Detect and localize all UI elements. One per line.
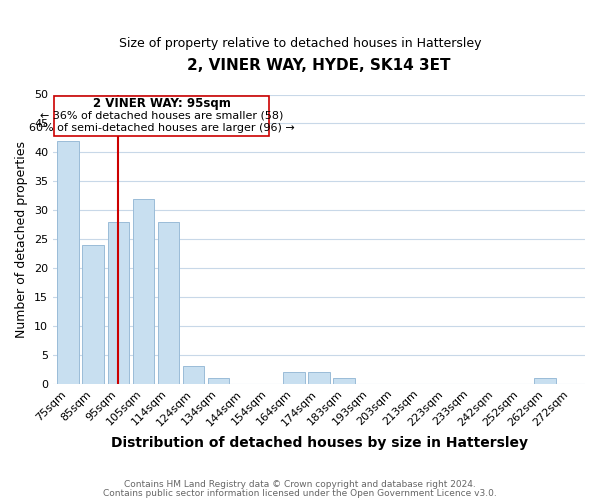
- Text: Size of property relative to detached houses in Hattersley: Size of property relative to detached ho…: [119, 38, 481, 51]
- Bar: [283, 372, 305, 384]
- Bar: [534, 378, 556, 384]
- Title: 2, VINER WAY, HYDE, SK14 3ET: 2, VINER WAY, HYDE, SK14 3ET: [187, 58, 451, 72]
- Y-axis label: Number of detached properties: Number of detached properties: [16, 140, 28, 338]
- Bar: [158, 222, 179, 384]
- FancyBboxPatch shape: [54, 96, 269, 136]
- Text: 2 VINER WAY: 95sqm: 2 VINER WAY: 95sqm: [92, 98, 230, 110]
- Text: 60% of semi-detached houses are larger (96) →: 60% of semi-detached houses are larger (…: [29, 123, 295, 133]
- Bar: [133, 198, 154, 384]
- Bar: [82, 245, 104, 384]
- Bar: [308, 372, 329, 384]
- Bar: [208, 378, 229, 384]
- Bar: [58, 141, 79, 384]
- Bar: [107, 222, 129, 384]
- Bar: [334, 378, 355, 384]
- Text: ← 36% of detached houses are smaller (58): ← 36% of detached houses are smaller (58…: [40, 110, 283, 120]
- X-axis label: Distribution of detached houses by size in Hattersley: Distribution of detached houses by size …: [110, 436, 527, 450]
- Text: Contains HM Land Registry data © Crown copyright and database right 2024.: Contains HM Land Registry data © Crown c…: [124, 480, 476, 489]
- Bar: [183, 366, 204, 384]
- Text: Contains public sector information licensed under the Open Government Licence v3: Contains public sector information licen…: [103, 488, 497, 498]
